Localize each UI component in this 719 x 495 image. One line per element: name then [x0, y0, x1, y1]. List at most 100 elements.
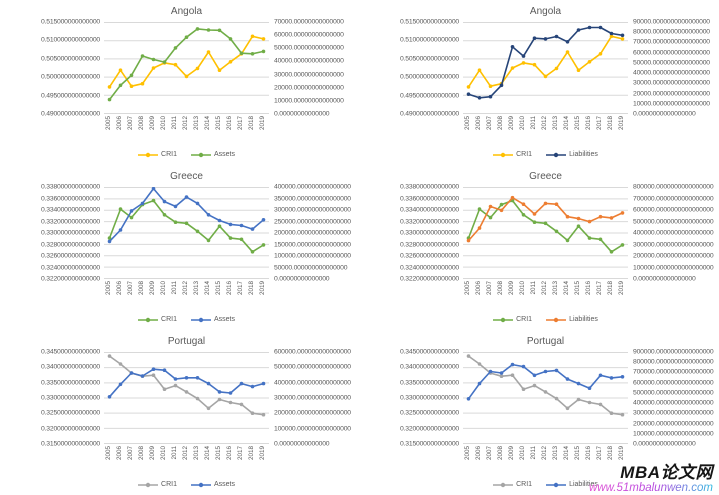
left-axis-tick: 0.322000000000000: [400, 275, 459, 283]
right-axis-tick: 10000.0000000000000000: [633, 100, 710, 108]
x-axis-tick: 2018: [606, 281, 617, 295]
left-axis-tick: 0.320000000000000: [41, 425, 100, 433]
right-axis: 90000.0000000000000000 80000.000000000000…: [628, 18, 718, 118]
x-axis-tick-label: 2015: [574, 116, 582, 131]
right-axis-tick: 400000.0000000000000000: [633, 229, 714, 237]
right-axis-tick: 60000.0000000000000000: [633, 49, 710, 57]
x-axis-labels: 2005 2006 2007 2008 2009 2010 2011 2012 2013 2014…: [104, 444, 269, 477]
right-axis-tick: 500000.0000000000000000: [633, 389, 714, 397]
plot-area: [104, 22, 269, 114]
legend: CRI1 Assets: [104, 312, 269, 327]
x-axis-tick-label: 2013: [193, 446, 201, 461]
x-axis-tick-label: 2007: [486, 446, 494, 461]
x-axis-tick: 2013: [192, 281, 203, 295]
legend-label: CRI1: [161, 481, 177, 488]
left-axis-tick: 0.495000000000000: [41, 92, 100, 100]
left-axis-tick: 0.510000000000000: [41, 36, 100, 44]
legend-label: CRI1: [161, 151, 177, 158]
chart-portugal-assets: Portugal 0.345000000000000 0.3400000000000…: [0, 330, 359, 495]
x-axis-tick-label: 2005: [105, 446, 113, 461]
x-axis-tick-label: 2005: [464, 446, 472, 461]
right-axis-tick: 300000.0000000000000000: [633, 241, 714, 248]
x-axis-tick-label: 2005: [105, 116, 113, 131]
legend-marker-icon: [190, 152, 211, 157]
legend-label: Liabilities: [569, 151, 598, 158]
x-axis-tick: 2013: [551, 446, 562, 460]
x-axis-tick: 2006: [115, 116, 126, 130]
x-axis-tick-label: 2005: [464, 281, 472, 296]
legend-item-cri1: CRI1: [493, 151, 532, 158]
left-axis-tick: 0.345000000000000: [41, 348, 100, 356]
x-axis-tick: 2005: [104, 116, 115, 130]
x-axis-tick-label: 2008: [138, 116, 146, 131]
x-axis-tick: 2010: [159, 116, 170, 130]
right-axis-tick: 0.00000000000000: [274, 110, 330, 118]
legend-label: Liabilities: [569, 481, 598, 488]
x-axis-tick: 2007: [126, 446, 137, 460]
x-axis-tick-label: 2011: [530, 446, 538, 460]
x-axis-tick: 2009: [148, 281, 159, 295]
x-axis-tick-label: 2017: [237, 446, 245, 461]
legend-label: Assets: [213, 481, 235, 488]
chart-title: Portugal: [526, 336, 565, 347]
right-axis-tick: 200000.000000000000000: [274, 229, 351, 237]
left-axis-tick: 0.515000000000000: [41, 18, 100, 26]
x-axis-tick: 2008: [137, 116, 148, 130]
right-axis: 400000.000000000000000 350000.00000000000…: [269, 184, 359, 283]
right-axis-tick: 400000.000000000000000: [274, 379, 351, 387]
plot-area: [104, 352, 269, 444]
line-chart-canvas: [104, 352, 269, 444]
x-axis-tick: 2007: [126, 281, 137, 295]
left-axis-tick: 0.326000000000000: [41, 252, 100, 260]
right-axis-tick: 600000.000000000000000: [274, 348, 351, 356]
x-axis-tick-label: 2018: [607, 281, 615, 296]
x-axis-tick-label: 2006: [116, 446, 124, 461]
x-axis-tick: 2006: [115, 446, 126, 460]
x-axis-tick-label: 2013: [552, 446, 560, 461]
plot-area: [463, 187, 628, 279]
x-axis-labels: 2005 2006 2007 2008 2009 2010 2011 2012 2013 2014…: [463, 279, 628, 312]
watermark: MBA论文网 www.51mbalunwen.com: [589, 464, 713, 494]
x-axis-tick-label: 2009: [149, 281, 157, 296]
x-axis-tick: 2016: [225, 116, 236, 130]
legend-item-cri1: CRI1: [138, 481, 177, 488]
x-axis-tick-label: 2019: [259, 116, 267, 131]
legend-marker-icon: [190, 482, 211, 487]
x-axis-tick-label: 2006: [475, 446, 483, 461]
left-axis-tick: 0.505000000000000: [41, 55, 100, 63]
right-axis-tick: 60000.00000000000000: [274, 31, 344, 39]
right-axis-tick: 0.0000000000000000: [633, 275, 696, 283]
legend: CRI1 Liabilities: [463, 312, 628, 327]
right-axis-tick: 90000.0000000000000000: [633, 18, 710, 26]
legend: CRI1 Assets: [104, 477, 269, 492]
x-axis-tick: 2013: [551, 281, 562, 295]
legend-marker-icon: [190, 317, 211, 322]
x-axis-tick-label: 2011: [530, 116, 538, 130]
left-axis-tick: 0.324000000000000: [400, 264, 459, 271]
x-axis-tick-label: 2006: [116, 116, 124, 131]
left-axis-tick: 0.326000000000000: [400, 252, 459, 260]
x-axis-tick: 2009: [507, 281, 518, 295]
x-axis-tick-label: 2013: [552, 116, 560, 131]
right-axis-tick: 100000.0000000000000000: [633, 264, 714, 271]
x-axis-tick-label: 2007: [486, 116, 494, 131]
x-axis-tick: 2019: [617, 116, 628, 130]
x-axis-tick-label: 2018: [607, 116, 615, 131]
right-axis-tick: 20000.00000000000000: [274, 84, 344, 92]
left-axis-tick: 0.505000000000000: [400, 55, 459, 63]
legend-label: Assets: [213, 316, 235, 323]
left-axis: 0.515000000000000 0.510000000000000 0.5050…: [20, 18, 104, 118]
right-axis-tick: 800000.0000000000000000: [633, 358, 714, 366]
left-axis: 0.338000000000000 0.336000000000000 0.3340…: [379, 184, 463, 283]
watermark-url-link[interactable]: www.51mbalunwen.com: [588, 481, 713, 494]
x-axis-tick: 2010: [159, 446, 170, 460]
x-axis-tick-label: 2011: [171, 116, 179, 130]
chart-greece-liabilities: Greece 0.338000000000000 0.336000000000000…: [359, 165, 718, 330]
right-axis-tick: 200000.0000000000000000: [633, 420, 714, 428]
x-axis-tick: 2019: [258, 281, 269, 295]
legend-marker-icon: [546, 482, 567, 487]
x-axis-tick-label: 2012: [541, 446, 549, 461]
x-axis-tick-label: 2018: [248, 281, 256, 296]
x-axis-tick-label: 2014: [204, 446, 212, 461]
x-axis-tick: 2011: [529, 446, 540, 460]
